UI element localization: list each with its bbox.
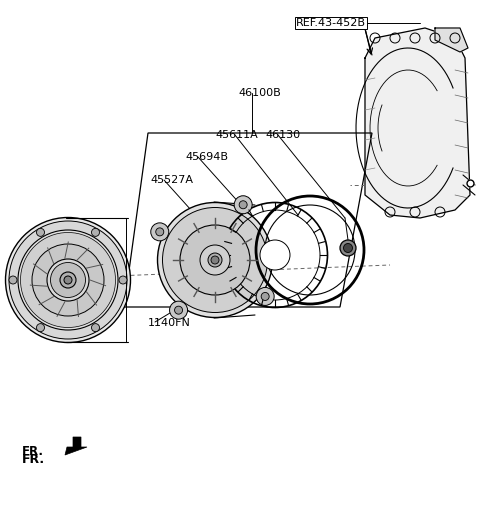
Ellipse shape	[234, 196, 252, 214]
Ellipse shape	[261, 292, 269, 300]
Ellipse shape	[175, 306, 182, 314]
Ellipse shape	[9, 221, 127, 339]
Ellipse shape	[9, 276, 17, 284]
Ellipse shape	[157, 203, 273, 318]
Polygon shape	[435, 28, 468, 52]
Ellipse shape	[208, 253, 222, 267]
Ellipse shape	[344, 243, 352, 252]
Polygon shape	[65, 437, 87, 455]
Ellipse shape	[92, 324, 99, 332]
Text: REF.43-452B: REF.43-452B	[296, 18, 366, 28]
Ellipse shape	[239, 201, 247, 209]
Ellipse shape	[92, 228, 99, 236]
Text: 46130: 46130	[265, 130, 300, 140]
Ellipse shape	[47, 259, 89, 301]
Ellipse shape	[5, 218, 131, 342]
Ellipse shape	[169, 301, 188, 319]
Text: 45694B: 45694B	[185, 152, 228, 162]
Ellipse shape	[50, 263, 85, 297]
Ellipse shape	[180, 225, 250, 295]
Ellipse shape	[260, 240, 290, 270]
Ellipse shape	[60, 272, 76, 288]
Ellipse shape	[64, 276, 72, 284]
Text: 46100B: 46100B	[238, 88, 281, 98]
Ellipse shape	[177, 309, 187, 315]
Text: FR.: FR.	[22, 453, 45, 466]
Text: 1140FN: 1140FN	[148, 318, 191, 328]
Ellipse shape	[211, 256, 219, 264]
Text: 45100: 45100	[20, 245, 55, 255]
Ellipse shape	[256, 287, 274, 306]
Ellipse shape	[32, 244, 104, 316]
Text: 45611A: 45611A	[215, 130, 258, 140]
Ellipse shape	[340, 240, 356, 256]
Ellipse shape	[18, 230, 118, 330]
Ellipse shape	[21, 232, 116, 328]
Text: REF.43-452B: REF.43-452B	[296, 18, 366, 28]
Ellipse shape	[151, 223, 169, 241]
Ellipse shape	[163, 208, 267, 313]
Ellipse shape	[36, 228, 45, 236]
Ellipse shape	[119, 276, 127, 284]
Polygon shape	[365, 28, 470, 218]
Ellipse shape	[36, 324, 45, 332]
Text: 45527A: 45527A	[150, 175, 193, 185]
Text: FR.: FR.	[22, 445, 44, 458]
Ellipse shape	[200, 245, 230, 275]
Ellipse shape	[156, 228, 164, 236]
